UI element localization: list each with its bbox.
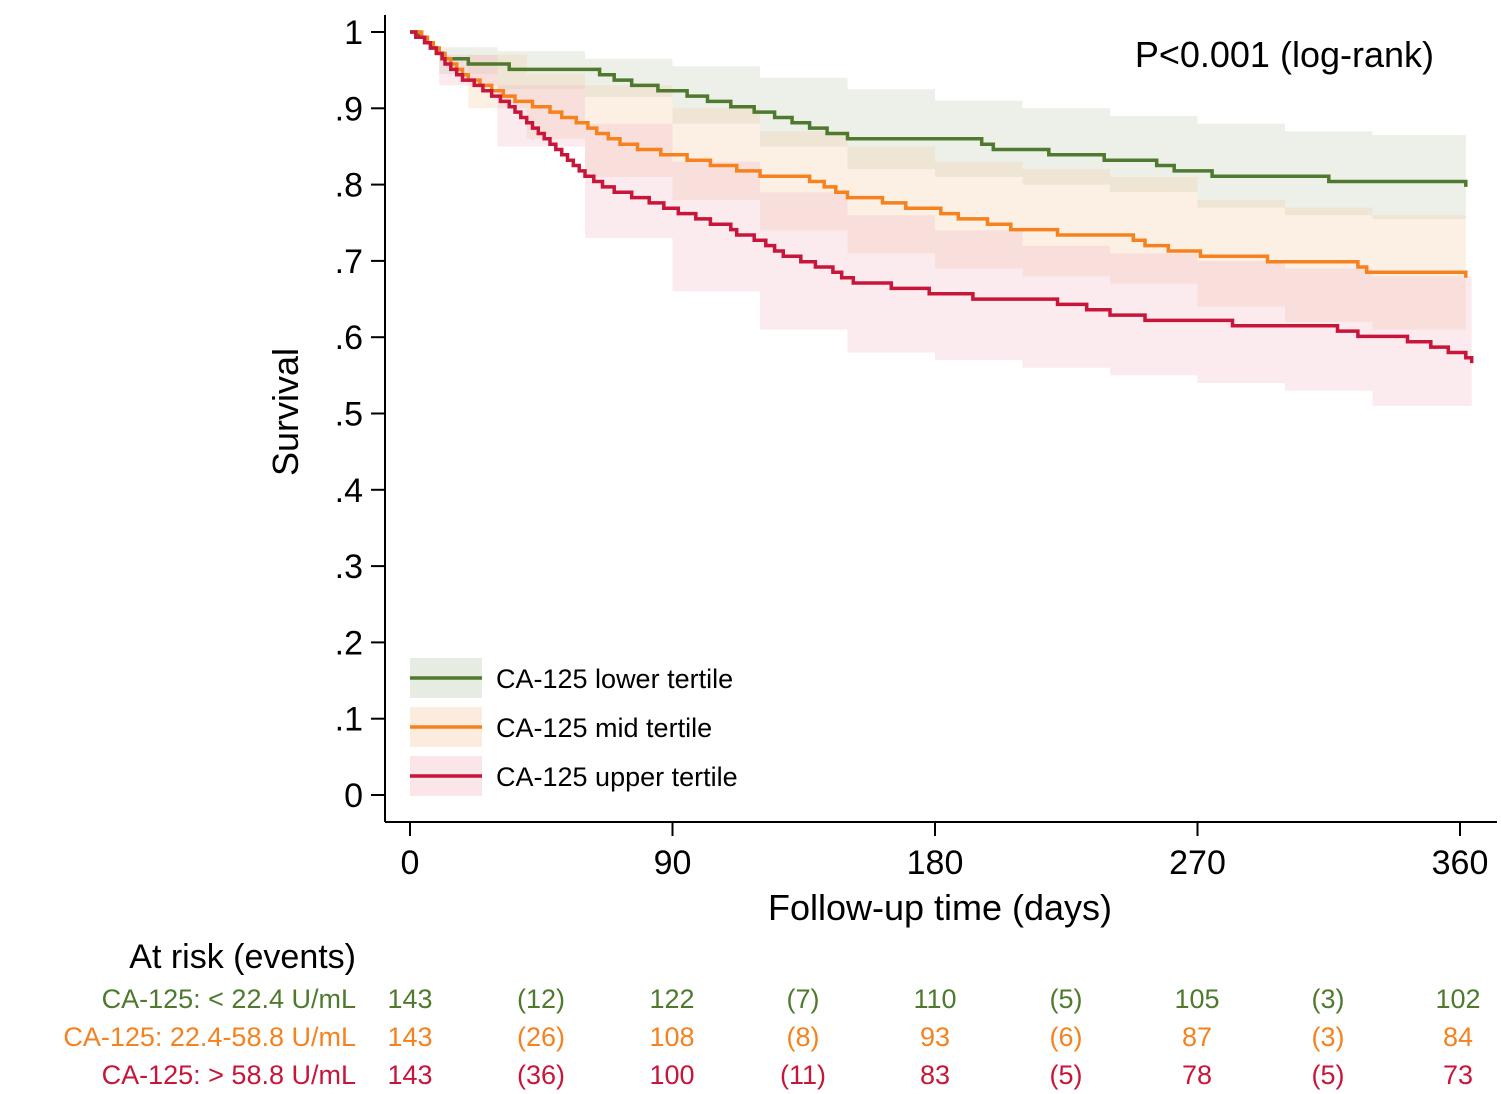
x-tick-label: 0 (401, 844, 420, 882)
y-tick-label: .2 (335, 624, 363, 662)
risk-cell: 78 (1182, 1060, 1212, 1090)
risk-cell: (3) (1312, 1022, 1345, 1052)
y-tick-label: .8 (335, 167, 363, 205)
risk-cell: 143 (387, 984, 432, 1014)
x-axis-title: Follow-up time (days) (768, 887, 1112, 928)
risk-row-label: CA-125: < 22.4 U/mL (102, 984, 356, 1014)
survival-curve-3 (410, 30, 1474, 364)
legend: CA-125 lower tertile CA-125 mid tertile CA… (410, 658, 738, 796)
y-tick-label: .9 (335, 90, 363, 128)
risk-cell: 83 (920, 1060, 950, 1090)
risk-cell: 102 (1435, 984, 1480, 1014)
risk-cell: 110 (913, 984, 956, 1014)
risk-cell: (3) (1312, 984, 1345, 1014)
risk-cell: 84 (1443, 1022, 1473, 1052)
ci-band-1 (410, 32, 1466, 238)
legend-label: CA-125 upper tertile (496, 762, 738, 792)
risk-cell: (26) (517, 1022, 565, 1052)
log-rank-annotation: P<0.001 (log-rank) (1135, 34, 1434, 75)
legend-label: CA-125 mid tertile (496, 713, 712, 743)
y-tick-label: .1 (335, 701, 363, 739)
risk-cell: (8) (787, 1022, 820, 1052)
risk-cell: (12) (517, 984, 565, 1014)
axes: 0 .1 .2 .3 .4 .5 .6 .7 .8 .9 1 0 90 180 270 360 (335, 14, 1497, 882)
risk-cell: (11) (780, 1060, 826, 1090)
risk-table-title: At risk (events) (129, 938, 356, 976)
x-tick-label: 180 (907, 844, 964, 882)
risk-cell: (5) (1312, 1060, 1345, 1090)
risk-cell: (6) (1050, 1022, 1083, 1052)
risk-table: CA-125: < 22.4 U/mL 143 (12) 122 (7) 110 (5) 10… (63, 984, 1480, 1090)
risk-cell: 105 (1174, 984, 1219, 1014)
ci-band-3 (410, 32, 1472, 429)
risk-cell: 100 (649, 1060, 694, 1090)
risk-cell: (36) (517, 1060, 565, 1090)
risk-row-label: CA-125: > 58.8 U/mL (102, 1060, 356, 1090)
confidence-bands (410, 32, 1472, 429)
y-tick-label: .6 (335, 319, 363, 357)
risk-cell: 122 (649, 984, 694, 1014)
risk-cell: 108 (649, 1022, 694, 1052)
y-ticks: 0 .1 .2 .3 .4 .5 .6 .7 .8 .9 1 (335, 14, 385, 815)
risk-cell: 143 (387, 1022, 432, 1052)
y-tick-label: 1 (344, 14, 363, 52)
risk-cell: (7) (787, 984, 820, 1014)
risk-cell: 93 (920, 1022, 950, 1052)
risk-row-label: CA-125: 22.4-58.8 U/mL (63, 1022, 356, 1052)
y-tick-label: .3 (335, 548, 363, 586)
x-tick-label: 270 (1169, 844, 1226, 882)
survival-curve-2 (410, 30, 1468, 278)
risk-cell: 87 (1182, 1022, 1212, 1052)
risk-cell: 73 (1443, 1060, 1473, 1090)
x-tick-label: 90 (654, 844, 692, 882)
risk-cell: (5) (1050, 984, 1083, 1014)
x-tick-label: 360 (1432, 844, 1489, 882)
x-ticks: 0 90 180 270 360 (401, 822, 1489, 882)
y-tick-label: 0 (344, 777, 363, 815)
risk-cell: (5) (1050, 1060, 1083, 1090)
y-axis-title: Survival (265, 348, 306, 476)
survival-curves (410, 30, 1474, 364)
legend-label: CA-125 lower tertile (496, 664, 733, 694)
y-tick-label: .4 (335, 472, 363, 510)
ci-band-2 (410, 32, 1466, 338)
y-tick-label: .7 (335, 243, 363, 281)
y-tick-label: .5 (335, 396, 363, 434)
risk-cell: 143 (387, 1060, 432, 1090)
